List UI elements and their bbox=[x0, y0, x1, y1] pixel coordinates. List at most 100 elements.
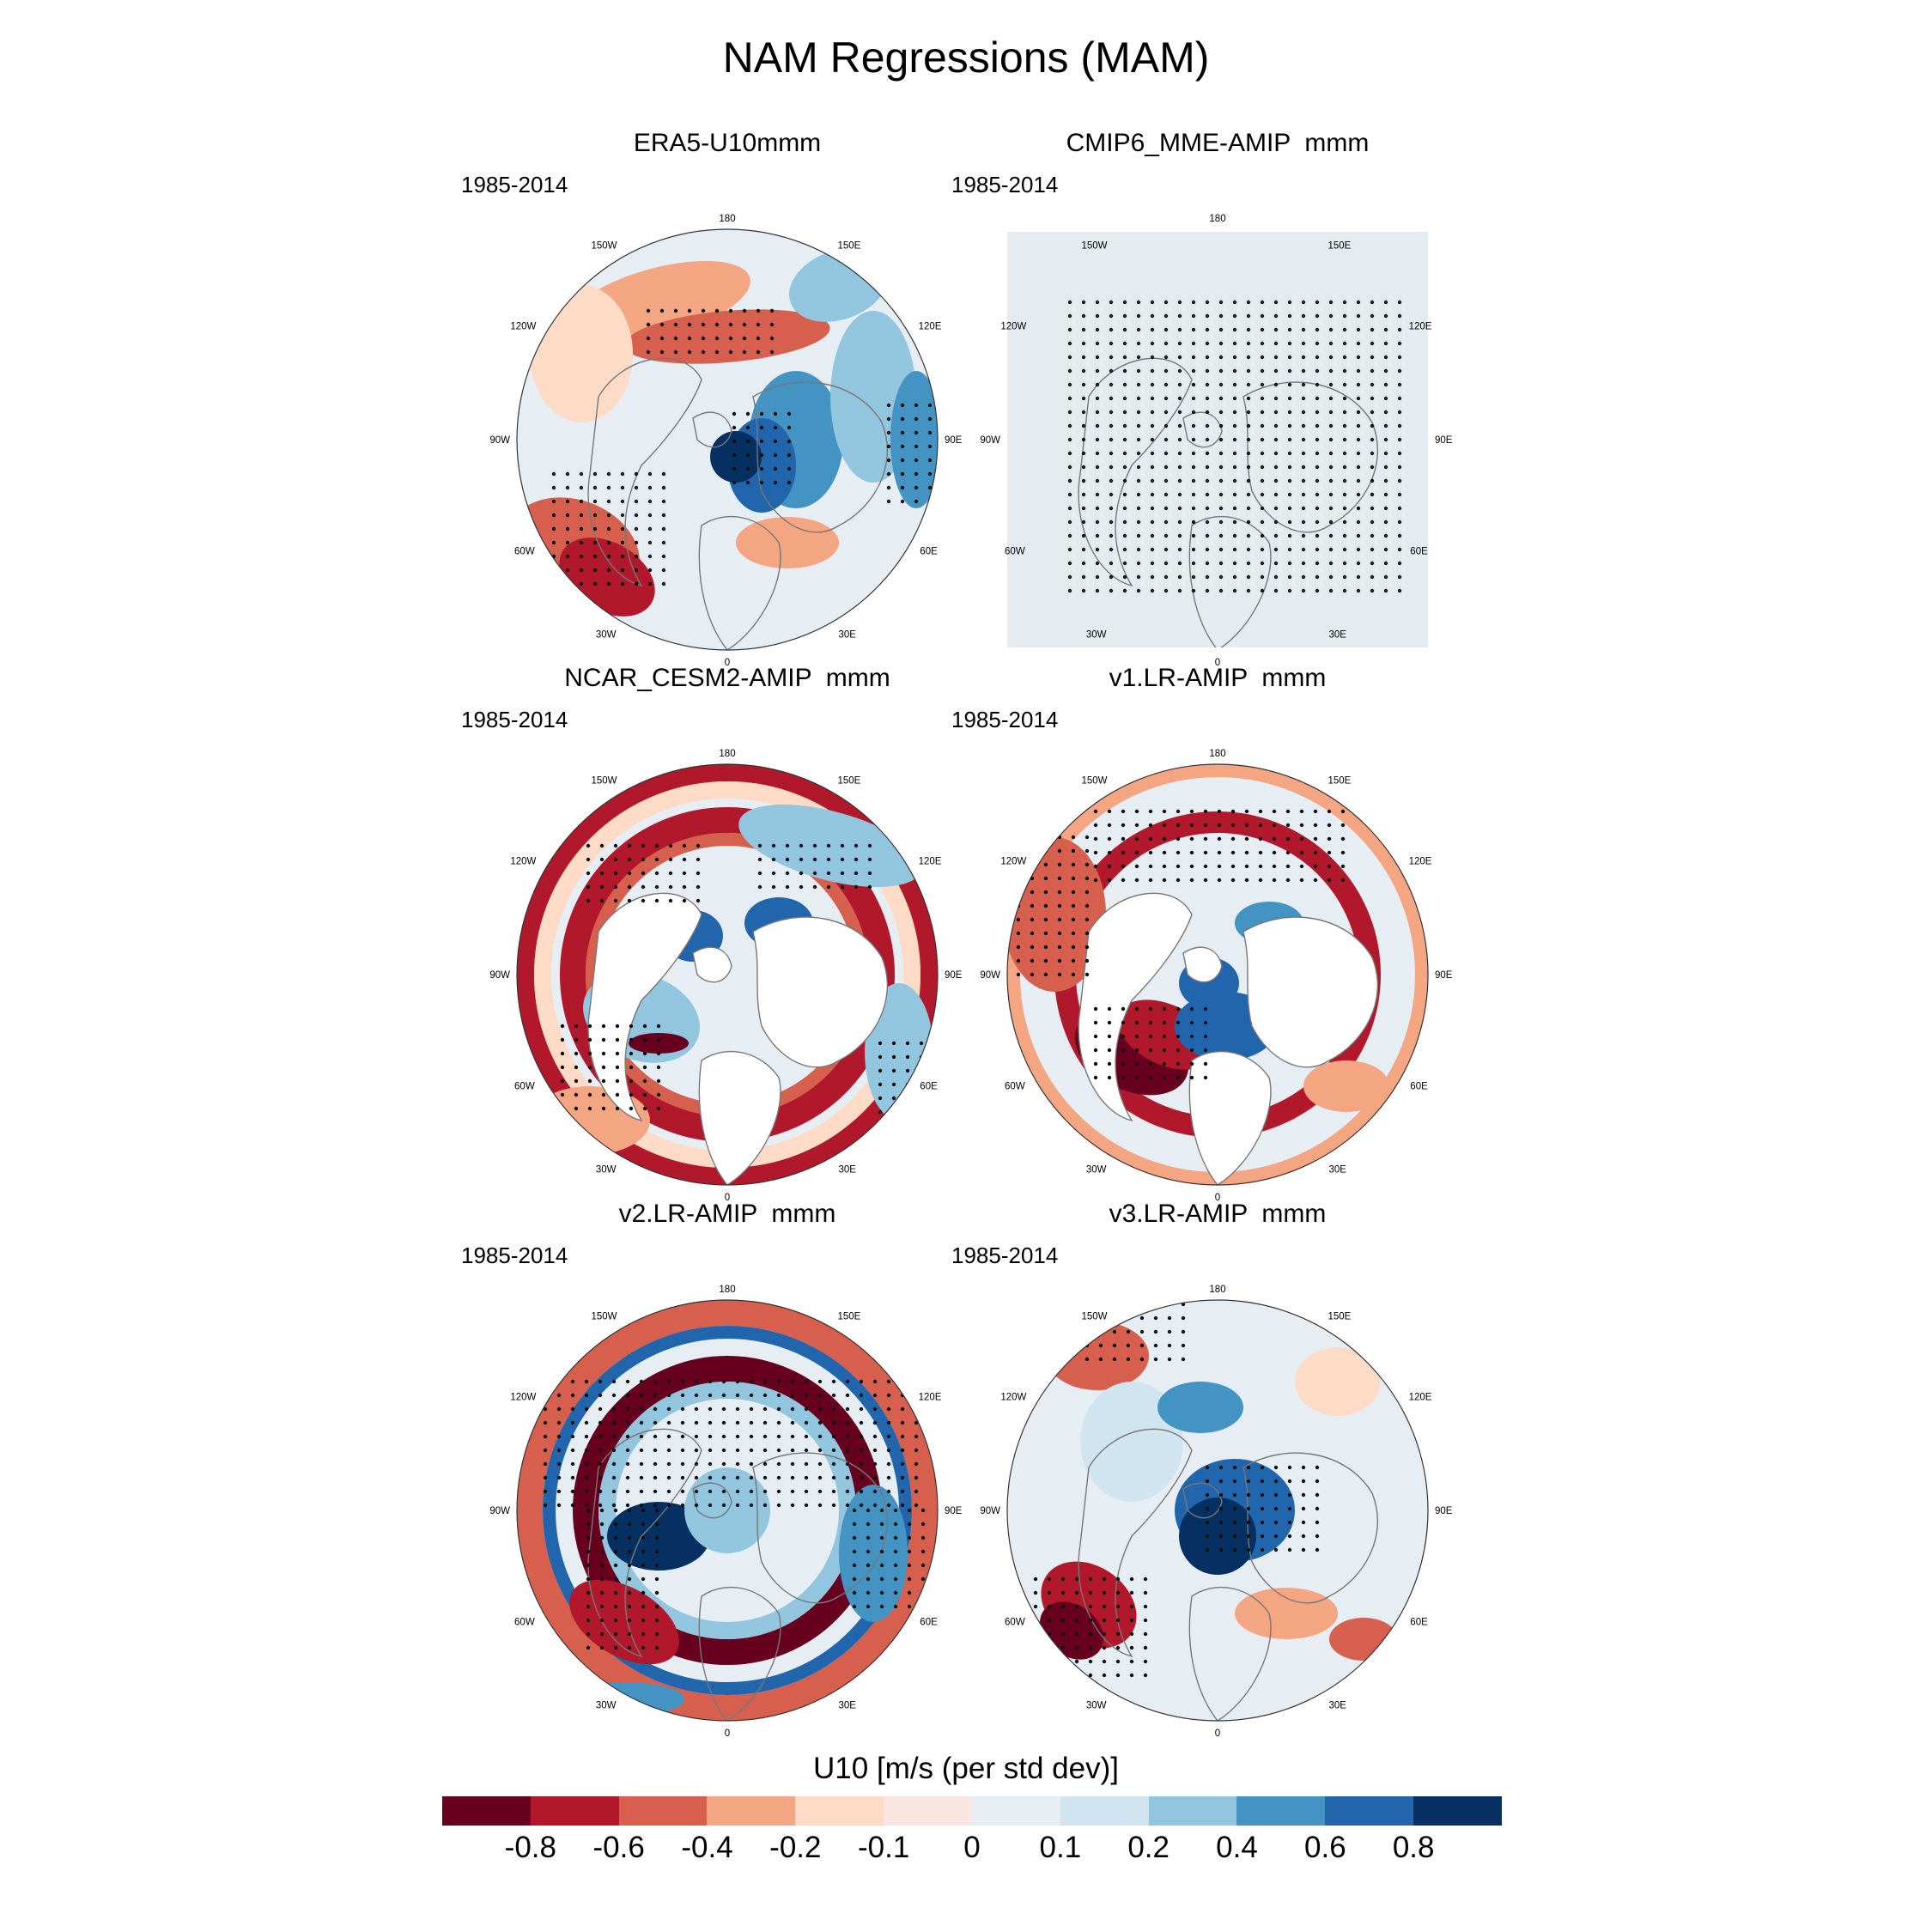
stipple-dot bbox=[694, 1406, 699, 1412]
stipple-dot bbox=[866, 1577, 871, 1582]
stipple-dot bbox=[1203, 850, 1208, 855]
stipple-dot bbox=[1191, 561, 1196, 566]
stipple-dot bbox=[1067, 396, 1072, 401]
stipple-dot bbox=[1218, 1547, 1224, 1552]
stipple-dot bbox=[668, 871, 673, 876]
stipple-dot bbox=[1060, 1590, 1066, 1595]
stipple-dot bbox=[1232, 547, 1237, 552]
stipple-dot bbox=[1095, 492, 1100, 497]
stipple-dot bbox=[1218, 423, 1224, 428]
stipple-dot bbox=[1397, 341, 1402, 346]
stipple-dot bbox=[1340, 850, 1346, 855]
stipple-dot bbox=[625, 1379, 630, 1384]
stipple-dot bbox=[579, 485, 584, 490]
colorbar-title: U10 [m/s (per std dev)] bbox=[813, 1752, 1119, 1785]
stipple-dot bbox=[1177, 561, 1182, 566]
stipple-dot bbox=[1067, 533, 1072, 538]
stipple-dot bbox=[1150, 561, 1155, 566]
stipple-dot bbox=[785, 843, 790, 848]
stipple-dot bbox=[1143, 1618, 1148, 1623]
stipple-dot bbox=[1093, 1034, 1098, 1039]
stipple-dot bbox=[1095, 313, 1100, 319]
stipple-dot bbox=[673, 349, 678, 355]
stipple-dot bbox=[756, 349, 761, 355]
stipple-dot bbox=[627, 1508, 632, 1513]
shading-blob bbox=[1157, 1382, 1243, 1433]
stipple-dot bbox=[653, 1434, 658, 1439]
coastlines bbox=[587, 892, 889, 1185]
stipple-dot bbox=[1273, 465, 1279, 470]
stipple-dot bbox=[1093, 1075, 1098, 1080]
stipple-dot bbox=[900, 1379, 905, 1384]
stipple-dot bbox=[654, 1631, 659, 1637]
stipple-dot bbox=[1122, 547, 1127, 552]
map-border bbox=[516, 228, 939, 651]
stipple-dot bbox=[1016, 890, 1021, 895]
stipple-dot bbox=[1033, 1645, 1038, 1650]
longitude-label: 90W bbox=[980, 435, 1000, 446]
stipple-dot bbox=[914, 1393, 919, 1398]
stipple-dot bbox=[1232, 465, 1237, 470]
longitude-label: 90E bbox=[945, 435, 963, 446]
stipple-dot bbox=[804, 1420, 809, 1425]
stipple-dot bbox=[1273, 355, 1279, 360]
stipple-dot bbox=[1095, 410, 1100, 415]
stipple-dot bbox=[599, 843, 605, 848]
stipple-dot bbox=[1150, 574, 1155, 580]
stipple-dot bbox=[914, 1475, 919, 1480]
stipple-dot bbox=[1315, 1534, 1320, 1539]
longitude-label: 0 bbox=[1215, 1728, 1220, 1739]
stipple-dot bbox=[872, 1420, 878, 1425]
stipple-dot bbox=[1218, 1492, 1224, 1498]
stipple-dot bbox=[1109, 465, 1114, 470]
stipple-dot bbox=[1315, 1506, 1320, 1511]
stipple-dot bbox=[749, 1475, 754, 1480]
stipple-dot bbox=[1218, 478, 1224, 483]
stipple-dot bbox=[1301, 451, 1306, 456]
stipple-dot bbox=[1260, 506, 1265, 511]
stipple-dot bbox=[1328, 382, 1334, 387]
stipple-dot bbox=[1057, 890, 1062, 895]
stipple-dot bbox=[1205, 506, 1210, 511]
stipple-dot bbox=[598, 1475, 603, 1480]
continent-outline bbox=[1182, 1482, 1223, 1519]
stipple-dot bbox=[799, 857, 804, 862]
stipple-dot bbox=[920, 1604, 926, 1609]
stipple-dot bbox=[599, 1631, 605, 1637]
stipple-dot bbox=[1115, 1631, 1121, 1637]
stipple-dot bbox=[735, 1475, 740, 1480]
stipple-dot bbox=[826, 884, 831, 890]
stipple-dot bbox=[627, 857, 632, 862]
stipple-dot bbox=[641, 1645, 646, 1650]
stipple-dot bbox=[1246, 561, 1251, 566]
stipple-dot bbox=[556, 1503, 562, 1508]
stipple-dot bbox=[1071, 931, 1076, 936]
stipple-dot bbox=[831, 1406, 836, 1412]
stipple-dot bbox=[1162, 1006, 1167, 1012]
stipple-dot bbox=[1260, 423, 1265, 428]
map-panel-v3lr: v3.LR-AMIP mmm 1985-2014 180 0 90W 90E 150W 1… bbox=[951, 1200, 1475, 1768]
stipple-dot bbox=[1397, 492, 1402, 497]
stipple-dot bbox=[1230, 864, 1236, 869]
stipple-dot bbox=[1057, 945, 1062, 950]
stipple-dot bbox=[1205, 1534, 1210, 1539]
stipple-dot bbox=[654, 884, 659, 890]
stipple-dot bbox=[1260, 355, 1265, 360]
stipple-dot bbox=[872, 1489, 878, 1494]
stipple-dot bbox=[1122, 437, 1127, 442]
map-panel-ncar-cesm2: NCAR_CESM2-AMIP mmm 1985-2014 180 0 90W 90E… bbox=[461, 664, 985, 1232]
stipple-dot bbox=[1205, 341, 1210, 346]
stipple-dot bbox=[1177, 396, 1182, 401]
stipple-dot bbox=[653, 1393, 658, 1398]
longitude-label: 30W bbox=[1086, 1700, 1107, 1710]
stipple-dot bbox=[1342, 506, 1347, 511]
stipple-dot bbox=[611, 1379, 617, 1384]
stipple-dot bbox=[639, 1475, 644, 1480]
shading-blob bbox=[710, 431, 762, 483]
stipple-dot bbox=[1246, 1520, 1251, 1525]
stipple-dot bbox=[817, 1448, 823, 1453]
stipple-dot bbox=[1176, 1061, 1181, 1066]
stipple-dot bbox=[1107, 1061, 1112, 1066]
stipple-dot bbox=[859, 1434, 864, 1439]
stipple-dot bbox=[1301, 341, 1306, 346]
